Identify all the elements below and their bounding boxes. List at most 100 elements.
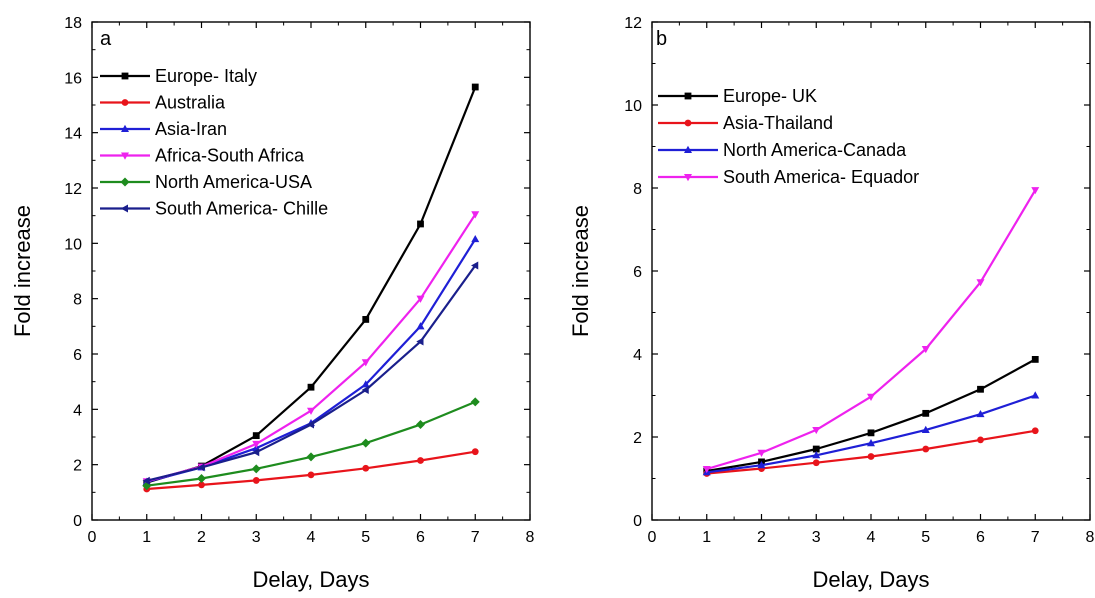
data-point — [1031, 355, 1039, 363]
y-tick-label: 14 — [64, 126, 82, 143]
data-point — [361, 359, 370, 367]
data-point — [142, 476, 150, 485]
legend-marker — [120, 177, 130, 187]
legend-label: Africa-South Africa — [155, 146, 305, 166]
data-point — [361, 385, 369, 394]
x-tick-label: 5 — [361, 529, 370, 546]
series-4 — [702, 187, 1040, 474]
legend-entry: Europe- Italy — [100, 66, 257, 86]
legend-label: Asia-Iran — [155, 119, 227, 139]
panel-letter: a — [100, 28, 112, 50]
x-tick-label: 3 — [252, 529, 261, 546]
data-point — [252, 448, 260, 457]
data-point — [757, 461, 766, 469]
series-3 — [702, 391, 1040, 476]
data-point — [471, 448, 479, 456]
legend-label: North America-USA — [155, 172, 312, 192]
data-point — [867, 429, 875, 437]
x-axis-title: Delay, Days — [813, 567, 930, 592]
data-point — [976, 409, 985, 418]
data-point — [416, 295, 425, 303]
data-point — [361, 438, 371, 448]
x-axis-title: Delay, Days — [253, 567, 370, 592]
data-point — [416, 337, 424, 346]
legend-label: North America-Canada — [723, 140, 907, 160]
data-point — [471, 211, 480, 219]
x-tick-label: 2 — [757, 529, 766, 546]
y-tick-label: 12 — [624, 15, 642, 32]
data-point — [252, 440, 261, 449]
legend-entry: North America-USA — [100, 172, 312, 192]
legend-entry: Europe- UK — [658, 86, 817, 106]
y-tick-label: 8 — [633, 181, 642, 198]
x-tick-label: 4 — [307, 529, 316, 546]
x-tick-label: 1 — [142, 529, 151, 546]
data-point — [471, 261, 479, 270]
series-line — [146, 238, 477, 483]
y-tick-label: 8 — [73, 292, 82, 309]
series-2 — [143, 448, 479, 493]
y-tick-label: 0 — [633, 513, 642, 530]
data-point — [922, 445, 930, 453]
legend-marker — [684, 92, 692, 100]
y-tick-label: 6 — [73, 347, 82, 364]
series-line — [146, 264, 477, 482]
x-tick-label: 5 — [921, 529, 930, 546]
data-point — [197, 474, 206, 483]
data-point — [812, 426, 821, 435]
data-point — [812, 459, 820, 467]
data-point — [252, 432, 260, 440]
series-4 — [142, 211, 480, 486]
y-tick-label: 4 — [73, 402, 82, 419]
legend-marker — [684, 145, 692, 153]
data-point — [757, 449, 766, 457]
legend-marker — [121, 124, 129, 132]
y-tick-label: 18 — [64, 15, 82, 32]
data-point — [362, 464, 370, 472]
y-axis-title: Fold increase — [10, 205, 35, 337]
data-point — [306, 452, 316, 462]
x-tick-label: 7 — [1031, 529, 1040, 546]
data-point — [197, 463, 205, 472]
data-point — [1031, 391, 1040, 399]
x-tick-label: 2 — [197, 529, 206, 546]
data-point — [921, 346, 930, 354]
legend-label: Asia-Thailand — [723, 113, 833, 133]
x-tick-label: 4 — [867, 529, 876, 546]
data-point — [416, 322, 425, 330]
data-point — [812, 445, 820, 453]
y-tick-label: 0 — [73, 513, 82, 530]
data-point — [702, 465, 711, 474]
data-point — [921, 425, 930, 433]
x-tick-label: 8 — [1086, 529, 1095, 546]
y-tick-label: 2 — [73, 458, 82, 475]
legend-marker — [684, 119, 692, 127]
data-point — [198, 481, 205, 489]
legend-entry: Australia — [100, 93, 226, 113]
data-point — [307, 471, 315, 479]
data-point — [867, 393, 875, 401]
series-5 — [142, 397, 480, 491]
x-tick-label: 7 — [471, 529, 480, 546]
data-point — [812, 451, 821, 459]
y-tick-label: 4 — [633, 347, 642, 364]
legend-entry: South America- Chille — [100, 199, 328, 219]
series-line — [706, 189, 1037, 471]
x-tick-label: 6 — [416, 529, 425, 546]
data-point — [470, 397, 480, 407]
data-point — [417, 220, 424, 228]
legend-entry: Asia-Iran — [100, 119, 227, 139]
legend-label: Australia — [155, 93, 226, 113]
y-tick-label: 16 — [64, 70, 82, 87]
data-point — [976, 279, 985, 287]
y-tick-label: 10 — [64, 236, 82, 253]
series-6 — [142, 261, 479, 485]
legend-entry: Africa-South Africa — [100, 146, 305, 166]
data-point — [922, 409, 930, 417]
x-tick-label: 3 — [812, 529, 821, 546]
data-point — [867, 453, 875, 460]
data-point — [307, 383, 315, 391]
data-point — [251, 464, 261, 474]
